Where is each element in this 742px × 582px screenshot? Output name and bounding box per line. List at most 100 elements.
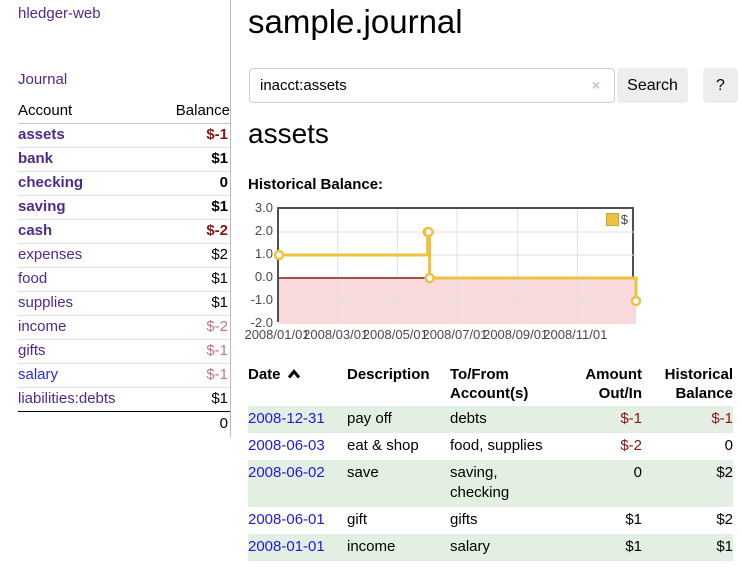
sidebar-account-row: checking 0 bbox=[18, 171, 230, 196]
x-axis-tick-label: 2008/05/01 bbox=[362, 327, 428, 342]
sidebar-account-link[interactable]: supplies bbox=[18, 294, 74, 311]
transaction-description: gift bbox=[347, 511, 368, 528]
sidebar-total-row: 0 bbox=[18, 411, 230, 435]
y-axis-tick-label: 0.0 bbox=[254, 269, 273, 284]
transaction-date-link[interactable]: 2008-12-31 bbox=[248, 410, 325, 427]
sidebar-account-row: cash $-2 bbox=[18, 219, 230, 244]
sidebar-account-link[interactable]: bank bbox=[18, 150, 54, 167]
transaction-row: 2008-06-01 gift gifts $1 $2 bbox=[248, 507, 733, 534]
search-input[interactable] bbox=[249, 68, 615, 103]
accounts-header-account: Account bbox=[18, 100, 155, 124]
y-axis-tick-label: 3.0 bbox=[254, 200, 273, 215]
register-header-date: Date bbox=[248, 365, 347, 406]
transaction-amount: $-1 bbox=[620, 410, 642, 427]
transaction-balance: $2 bbox=[716, 464, 733, 481]
register-header-amount: Amount Out/In bbox=[585, 366, 642, 402]
sidebar-account-link[interactable]: income bbox=[18, 318, 67, 335]
account-balance: $1 bbox=[211, 390, 228, 407]
transaction-accounts: food, supplies bbox=[450, 437, 543, 454]
sidebar-account-link[interactable]: liabilities:debts bbox=[18, 390, 116, 407]
transaction-row: 2008-06-02 save saving, checking 0 $2 bbox=[248, 460, 733, 507]
help-button[interactable]: ? bbox=[703, 68, 738, 103]
accounts-header-balance: Balance bbox=[154, 100, 230, 124]
transaction-date-link[interactable]: 2008-06-03 bbox=[248, 437, 325, 454]
transaction-accounts: saving, checking bbox=[450, 464, 510, 501]
sidebar-account-row: assets $-1 bbox=[18, 123, 230, 148]
sidebar-account-row: income $-2 bbox=[18, 315, 230, 340]
x-axis-tick-label: 2008/09/01 bbox=[483, 327, 549, 342]
page-title: sample.journal bbox=[248, 3, 463, 40]
account-balance: $1 bbox=[154, 147, 230, 172]
x-axis-tick-label: 2008/07/01 bbox=[422, 327, 488, 342]
sidebar-account-link[interactable]: saving bbox=[18, 198, 66, 215]
transaction-amount: $1 bbox=[625, 538, 642, 555]
sidebar-account-link[interactable]: salary bbox=[18, 366, 59, 383]
sidebar-account-row: food $1 bbox=[18, 267, 230, 292]
transaction-row: 2008-01-01 income salary $1 $1 bbox=[248, 534, 733, 561]
sidebar-account-link[interactable]: food bbox=[18, 270, 48, 287]
transaction-balance: $-1 bbox=[711, 410, 733, 427]
transaction-amount: $-2 bbox=[620, 437, 642, 454]
sort-asc-icon bbox=[287, 369, 300, 379]
transaction-date-link[interactable]: 2008-01-01 bbox=[248, 538, 325, 555]
transaction-accounts: salary bbox=[450, 538, 491, 555]
register-header-row: Date Description To/From Account(s) Amou… bbox=[248, 365, 733, 406]
transaction-amount: 0 bbox=[633, 464, 642, 481]
y-axis-tick-label: -2.0 bbox=[250, 315, 273, 330]
x-axis-tick-label: 2008/01/01 bbox=[244, 327, 310, 342]
sidebar-account-link[interactable]: gifts bbox=[18, 342, 46, 359]
y-axis-tick-label: 2.0 bbox=[254, 223, 273, 238]
sidebar-account-row: bank $1 bbox=[18, 147, 230, 172]
search-button[interactable]: Search bbox=[617, 68, 688, 103]
account-balance: $1 bbox=[154, 195, 230, 220]
clear-search-icon[interactable]: × bbox=[592, 77, 601, 93]
sidebar-item-journal[interactable]: Journal bbox=[18, 71, 68, 88]
account-balance: $2 bbox=[154, 243, 230, 268]
register-table: Date Description To/From Account(s) Amou… bbox=[248, 365, 733, 561]
account-title: assets bbox=[248, 118, 329, 149]
transaction-accounts: gifts bbox=[450, 511, 478, 528]
transaction-description: save bbox=[347, 464, 379, 481]
legend-label: $ bbox=[620, 212, 628, 227]
sidebar-account-row: saving $1 bbox=[18, 195, 230, 220]
transaction-date-link[interactable]: 2008-06-02 bbox=[248, 464, 325, 481]
sidebar-account-link[interactable]: cash bbox=[18, 222, 53, 239]
sidebar-total-balance: 0 bbox=[154, 411, 230, 435]
date-header-label: Date bbox=[248, 366, 281, 383]
legend-swatch-icon bbox=[605, 213, 619, 226]
sidebar-account-row: liabilities:debts $1 bbox=[18, 388, 230, 412]
transaction-date-link[interactable]: 2008-06-01 bbox=[248, 511, 325, 528]
transaction-description: pay off bbox=[347, 410, 392, 427]
sidebar-account-link[interactable]: checking bbox=[18, 174, 84, 191]
transaction-balance: 0 bbox=[724, 437, 733, 454]
transaction-balance: $1 bbox=[716, 538, 733, 555]
register-rows: 2008-12-31 pay off debts $-1 $-1 2008-06-03 ea… bbox=[248, 406, 733, 561]
balance-chart bbox=[273, 209, 642, 324]
account-balance: $-2 bbox=[154, 219, 230, 244]
transaction-row: 2008-12-31 pay off debts $-1 $-1 bbox=[248, 406, 733, 433]
transaction-amount: $1 bbox=[625, 511, 642, 528]
sidebar-account-link[interactable]: expenses bbox=[18, 246, 83, 263]
chart-plot-area: $ bbox=[273, 207, 642, 324]
transaction-balance: $2 bbox=[716, 511, 733, 528]
register-header-description: Description bbox=[347, 366, 430, 383]
transaction-description: income bbox=[347, 538, 396, 555]
account-balance: $-2 bbox=[154, 315, 230, 340]
account-balance: $-1 bbox=[154, 339, 230, 364]
y-axis-tick-label: 1.0 bbox=[254, 246, 273, 261]
account-balance: $-1 bbox=[154, 123, 230, 148]
chart-legend: $ bbox=[603, 211, 630, 228]
x-axis-tick-label: 2008/11/01 bbox=[543, 327, 608, 342]
y-axis-tick-label: -1.0 bbox=[250, 292, 273, 307]
app-title-link[interactable]: hledger-web bbox=[18, 5, 101, 22]
sidebar-account-row: salary $-1 bbox=[18, 363, 230, 388]
sidebar-account-row: expenses $2 bbox=[18, 243, 230, 268]
x-axis-tick-label: 2008/03/01 bbox=[303, 327, 369, 342]
transaction-description: eat & shop bbox=[347, 437, 419, 454]
sidebar-account-row: supplies $1 bbox=[18, 291, 230, 316]
sidebar-account-link[interactable]: assets bbox=[18, 126, 65, 143]
sidebar-accounts-table: Account Balance assets $-1 bank $1 checking 0… bbox=[18, 100, 230, 435]
accounts-header-row: Account Balance bbox=[18, 100, 230, 124]
account-balance: $1 bbox=[154, 267, 230, 292]
